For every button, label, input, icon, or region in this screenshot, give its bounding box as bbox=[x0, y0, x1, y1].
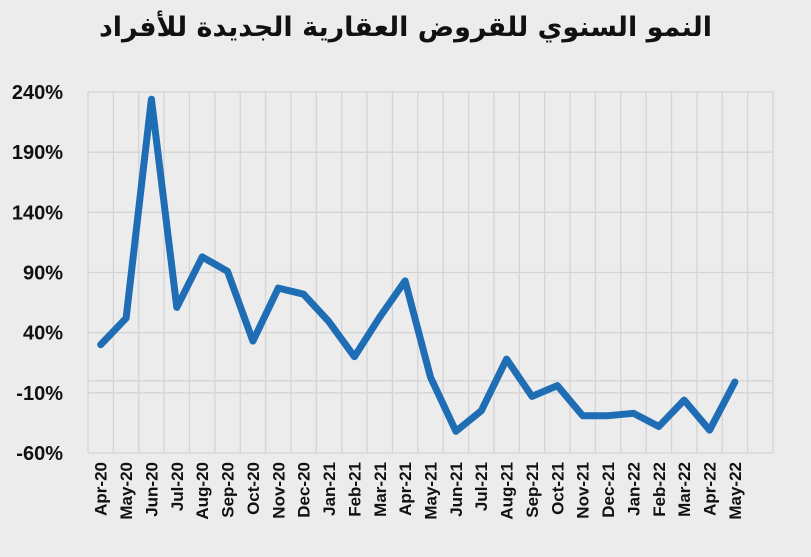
x-tick-label: Sep-20 bbox=[219, 462, 238, 518]
y-tick-label: 140% bbox=[12, 202, 63, 224]
x-tick-label: Mar-22 bbox=[675, 462, 694, 517]
y-tick-label: 40% bbox=[23, 323, 63, 345]
y-tick-label: -10% bbox=[16, 383, 63, 405]
x-tick-label: Jan-21 bbox=[320, 462, 339, 516]
x-tick-label: Aug-21 bbox=[498, 462, 517, 520]
series-line bbox=[97, 95, 739, 435]
x-tick-label: Feb-21 bbox=[345, 462, 364, 517]
x-axis-labels: Apr-20 May-20 Jun-20 Jul-20 Aug-20 Sep-20 Oct-… bbox=[92, 462, 745, 520]
x-tick-label: Nov-20 bbox=[269, 462, 288, 519]
x-tick-label: Sep-21 bbox=[523, 462, 542, 518]
x-tick-label: Jun-20 bbox=[142, 462, 161, 517]
x-tick-label: Oct-20 bbox=[244, 462, 263, 515]
x-tick-label: Jun-21 bbox=[447, 462, 466, 517]
x-tick-label: May-22 bbox=[726, 462, 745, 520]
y-tick-label: 90% bbox=[23, 263, 63, 285]
x-tick-label: May-21 bbox=[422, 462, 441, 520]
x-tick-label: Jul-21 bbox=[472, 462, 491, 511]
y-tick-label: 190% bbox=[12, 142, 63, 164]
x-tick-label: Jul-20 bbox=[168, 462, 187, 511]
x-tick-label: Apr-20 bbox=[92, 462, 111, 516]
x-tick-label: Dec-21 bbox=[599, 462, 618, 518]
x-tick-label: Nov-21 bbox=[574, 462, 593, 519]
gridlines bbox=[87, 91, 774, 454]
x-tick-label: Feb-22 bbox=[650, 462, 669, 517]
y-axis-labels: 240% 190% 140% 90% 40% -10% -60% bbox=[12, 82, 63, 465]
x-tick-label: Oct-21 bbox=[548, 462, 567, 515]
x-tick-label: Dec-20 bbox=[295, 462, 314, 518]
x-tick-label: May-20 bbox=[117, 462, 136, 520]
y-tick-label: 240% bbox=[12, 82, 63, 104]
x-tick-label: Mar-21 bbox=[371, 462, 390, 517]
x-tick-label: Jan-22 bbox=[624, 462, 643, 516]
x-tick-label: Aug-20 bbox=[193, 462, 212, 520]
x-tick-label: Apr-21 bbox=[396, 462, 415, 516]
x-tick-label: Apr-22 bbox=[701, 462, 720, 516]
y-tick-label: -60% bbox=[16, 443, 63, 465]
chart-title: النمو السنوي للقروض العقارية الجديدة للأ… bbox=[98, 12, 713, 43]
